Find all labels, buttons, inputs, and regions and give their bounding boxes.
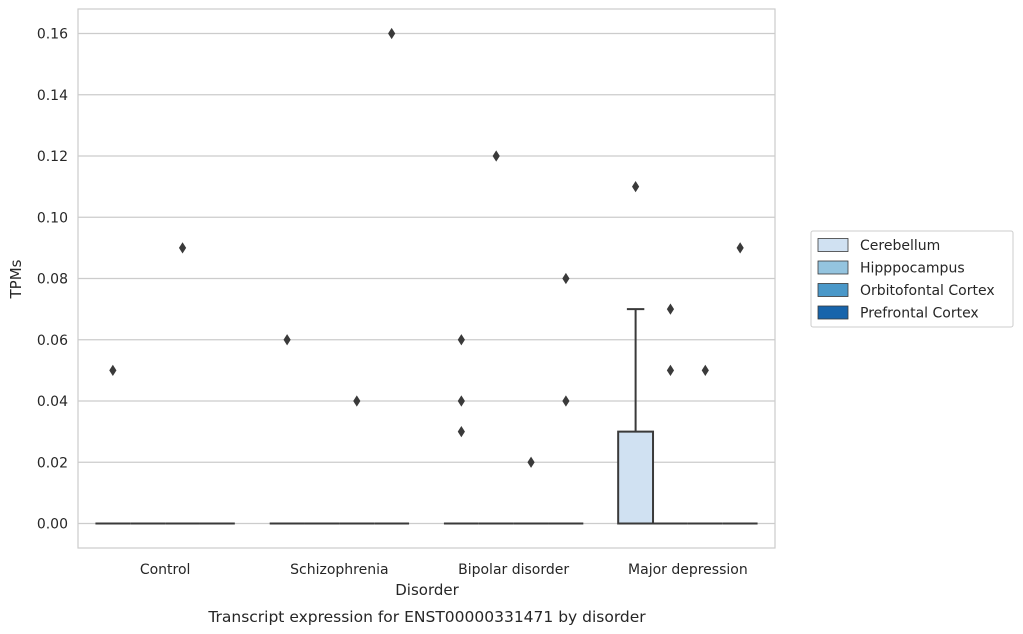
legend: Cerebellum Hipppocampus Orbitofontal Corte… [810,230,1014,328]
legend-frame [810,230,1014,328]
outlier-point [701,364,709,376]
y-tick-label: 0.14 [37,88,68,104]
plot-frame [77,8,776,549]
legend-label: Cerebellum [860,238,940,254]
y-tick-label: 0.08 [37,272,68,288]
outlier-point [388,27,396,40]
outlier-point [562,395,570,407]
outlier-point [109,364,117,376]
outlier-point [562,272,570,285]
outlier-point [353,395,361,407]
legend-swatch [817,283,849,297]
outlier-point [457,395,465,407]
box [617,430,655,525]
boxes [95,308,758,525]
outlier-point [632,181,640,193]
outlier-point [666,364,675,376]
outlier-point [457,426,465,438]
legend-label: Prefrontal Cortex [860,306,979,322]
y-tick-label: 0.16 [37,27,68,43]
y-tick-label: 0.02 [37,455,68,471]
y-axis-ticks: 0.00 0.02 0.04 0.06 0.08 0.10 0.12 0.14 0.16 [37,27,68,533]
y-axis-title: TPMs [7,259,25,299]
outliers [109,27,744,468]
outlier-point [527,456,535,468]
legend-swatch [817,238,849,252]
outlier-point [283,334,291,346]
outlier-point [457,334,465,346]
gridlines [78,32,775,525]
x-axis-ticks: Control Schizophrenia Bipolar disorder Majo… [140,562,748,578]
y-tick-label: 0.04 [37,394,68,410]
x-axis-title: Disorder [395,581,459,599]
outlier-point [178,242,187,254]
legend-label: Hipppocampus [860,261,965,277]
y-tick-label: 0.00 [37,517,68,533]
chart-caption: Transcript expression for ENST0000033147… [207,608,646,626]
legend-label: Orbitofontal Cortex [860,283,995,299]
outlier-point [666,303,675,315]
outlier-point [736,242,744,254]
x-tick-label: Major depression [628,562,748,578]
x-tick-label: Schizophrenia [290,562,388,578]
y-tick-label: 0.12 [37,149,68,165]
legend-swatch [817,260,849,275]
y-tick-label: 0.06 [37,333,68,349]
legend-swatch [817,305,849,320]
y-tick-label: 0.10 [37,210,68,226]
x-tick-label: Control [140,562,191,578]
x-tick-label: Bipolar disorder [458,562,569,578]
outlier-point [492,150,500,162]
